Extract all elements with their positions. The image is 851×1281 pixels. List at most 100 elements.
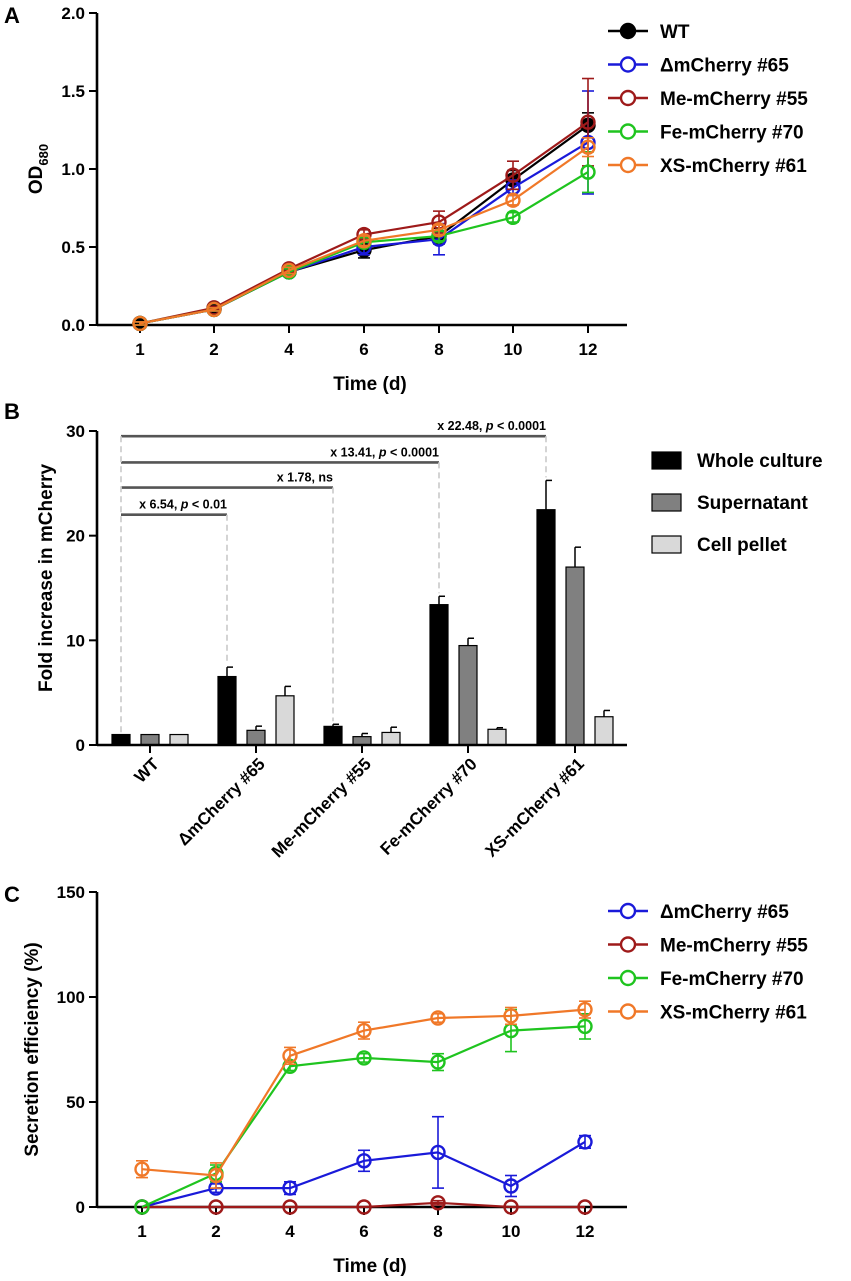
panel-A-legend-label: WT [660,22,690,43]
panel-B-legend-label: Cell pellet [697,535,787,556]
panel-A-data-point [356,233,372,249]
panel-C-data-point [282,1048,298,1064]
panel-A-ytick-label: 1.0 [61,160,85,179]
panel-A-series-xs-mcherry-61 [132,137,596,332]
panel-A-legend-label: Fe-mCherry #70 [660,123,804,144]
panel-B-legend-swatch [651,451,682,470]
panel-B-xtick-label: Me-mCherry #55 [268,754,375,861]
panel-C-data-point [356,1050,372,1066]
panel-B-ytick-label: 30 [66,422,85,441]
panel-B-ytick-label: 0 [76,736,85,755]
panel-A-xtick-label: 4 [284,340,294,359]
panel-C-data-point [503,1178,519,1194]
panel-C-data-point [503,1199,519,1215]
panel-A-legend-label: Me-mCherry #55 [660,89,808,110]
panel-B-significance-label: x 6.54, p < 0.01 [139,498,227,512]
panel-B-bar [111,733,131,746]
panel-C-legend-marker [619,969,637,987]
panel-A-data-point [206,301,222,318]
panel-C-data-point [503,1008,519,1024]
panel-A-letter: A [4,3,20,28]
panel-A-ytick-label: 0.0 [61,316,85,335]
panel-B-bar [140,733,160,746]
panel-C-data-point [356,1153,372,1169]
panel-A-series-me-mcherry-55 [132,77,596,332]
panel-B-bar [429,604,449,746]
panel-C-series-line [142,1201,585,1209]
panel-A-ytick-label: 1.5 [61,82,85,101]
panel-B-significance-suffix: < 0.0001 [387,445,440,459]
panel-B-ytick-label: 20 [66,527,85,546]
panel-B-bar [169,733,189,746]
panel-C-xtick-label: 6 [359,1222,368,1241]
panel-A-series-line [139,124,589,325]
panel-C-letter: C [4,882,20,907]
panel-C-data-point [430,1010,446,1026]
panel-B-bar [487,728,507,746]
panel-B-bar [536,509,556,746]
panel-C-data-point [356,1022,372,1039]
panel-A-xtick-label: 1 [135,340,144,359]
panel-B-bar [275,695,295,746]
panel-C-xtick-label: 1 [137,1222,146,1241]
panel-C-series-mcherry-65 [134,1115,593,1215]
panel-C-legend-label: ΔmCherry #65 [660,902,789,923]
panel-A-legend-marker [619,89,637,107]
panel-C-x-axis-title: Time (d) [333,1256,407,1277]
panel-C-xtick-label: 4 [285,1222,295,1241]
panel-C-legend-marker [619,902,637,920]
panel-B-bar [323,725,343,746]
panel-B-bar [458,644,478,746]
panel-B-significance-suffix: < 0.01 [188,498,227,512]
panel-C-data-point [430,1195,446,1211]
panel-C-xtick-label: 10 [502,1222,521,1241]
panel-C-legend-marker [619,936,637,953]
panel-C-data-point [134,1199,150,1215]
panel-A-series-wt [132,112,596,332]
panel-B-bar [217,675,237,746]
panel-B-bar [565,566,585,746]
panel-A-xtick-label: 6 [359,340,368,359]
panel-C-ytick-label: 100 [57,988,85,1007]
panel-C-ytick-label: 0 [76,1198,85,1217]
panel-A-xtick-label: 12 [579,340,598,359]
panel-A-ytick-label: 0.5 [61,238,85,257]
panel-A-x-axis-title: Time (d) [333,374,407,395]
panel-C-ytick-label: 150 [57,883,85,902]
panel-B-legend-swatch [651,535,682,554]
panel-A-ytick-label: 2.0 [61,4,85,23]
panel-C-data-point [430,1054,446,1070]
panel-C-y-axis-title: Secretion efficiency (%) [22,942,43,1156]
panel-A-legend-marker [619,123,637,140]
panel-C-data-point [356,1199,372,1215]
panel-B-significance-p: p [180,498,189,512]
panel-A-legend-marker [619,156,637,174]
panel-A-data-point [505,192,521,208]
panel-B-significance-label: x 1.78, ns [277,471,333,485]
panel-A-legend-label: ΔmCherry #65 [660,56,789,77]
panel-A-xtick-label: 10 [504,340,523,359]
panel-B-xtick-label: WT [131,754,164,787]
panel-C-series-fe-mcherry-70 [134,1008,593,1215]
panel-C-data-point [577,1018,593,1035]
panel-C-data-point [577,1199,593,1215]
panel-B-significance-label: x 13.41, p < 0.0001 [330,445,439,459]
panel-C-ytick-label: 50 [66,1093,85,1112]
panel-C-xtick-label: 12 [576,1222,595,1241]
panel-B-significance-p: p [378,445,387,459]
panel-C-xtick-label: 8 [433,1222,442,1241]
panel-C-legend-label: XS-mCherry #61 [660,1003,807,1024]
panel-A-data-point [132,315,148,332]
panel-B-xtick-label: ΔmCherry #65 [174,754,269,849]
panel-B-significance-prefix: x 6.54, [139,498,181,512]
panel-C-data-point [134,1161,150,1177]
panel-B-bar [594,716,614,746]
panel-B-significance-prefix: x 13.41, [330,445,379,459]
panel-C-data-point [208,1167,224,1184]
panel-B-xtick-label: Fe-mCherry #70 [377,754,481,858]
panel-C-data-point [577,1134,593,1150]
panel-A-data-point [505,167,521,183]
panel-A-legend-marker [619,56,637,73]
panel-A-data-point [580,164,596,180]
